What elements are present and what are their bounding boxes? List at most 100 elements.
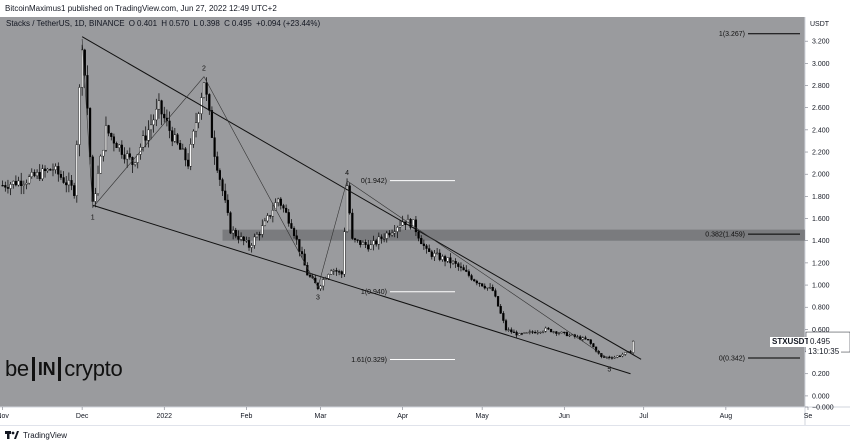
y-tick-label: 0.800 [812, 305, 830, 312]
candle-body [584, 337, 587, 340]
candle-body [327, 274, 330, 279]
candle-body [176, 134, 179, 144]
candle-body [287, 212, 290, 224]
candle-body [155, 108, 158, 121]
x-tick-label: Se [804, 413, 813, 420]
legend-open: 0.401 [137, 19, 158, 28]
candle-body [616, 355, 619, 358]
candle-body [295, 235, 298, 240]
y-tick-label: 1.400 [812, 238, 830, 245]
candle-body [337, 271, 341, 273]
candle-body [232, 229, 235, 234]
candle-body [502, 313, 505, 321]
fib-label-mid: 1(0.940) [361, 289, 387, 296]
candle-body [35, 172, 39, 177]
legend-o-label: O [128, 19, 136, 28]
candle-body [565, 332, 569, 337]
candle-body [54, 166, 57, 170]
candle-body [266, 215, 269, 222]
candle-body [88, 108, 92, 158]
candle-body [571, 334, 574, 336]
candle-body [118, 144, 121, 148]
legend-close: 0.495 [231, 19, 252, 28]
candle-body [398, 225, 402, 228]
candle-body [443, 256, 447, 262]
candle-body [253, 236, 256, 246]
candle-body [73, 185, 76, 196]
candle-body [330, 270, 333, 275]
candle-body [367, 244, 370, 250]
candle-body [261, 225, 264, 235]
candle-body [120, 144, 123, 155]
legend-c-label: C [224, 19, 230, 28]
candle-body [446, 257, 449, 262]
x-tick-label: Aug [720, 413, 733, 420]
candle-body [91, 156, 94, 202]
candle-body [306, 265, 309, 276]
candle-body [239, 236, 243, 240]
candle-body [213, 137, 216, 157]
y-tick-label: 1.800 [812, 194, 830, 201]
candle-body [534, 332, 537, 334]
candle-body [624, 352, 627, 355]
legend-high: 0.570 [169, 19, 190, 28]
y-tick-label: 1.000 [812, 283, 830, 290]
wave-label-3: 3 [316, 294, 320, 301]
candle-body [110, 133, 113, 137]
candle-body [430, 251, 433, 257]
price-chart[interactable]: 1 2 3 4 5 1(3.267) 0.382(1.459) 0(0.342) 0(1.942… [0, 17, 850, 425]
candle-body [173, 134, 176, 142]
candle-body [163, 113, 166, 119]
legend-h-label: H [161, 19, 168, 28]
candle-body [494, 290, 497, 297]
candle-body [221, 179, 224, 192]
candle-body [38, 172, 41, 180]
fib-label-mid: 1.61(0.329) [351, 357, 387, 364]
candle-body [247, 240, 251, 248]
legend-change: +0.094 (+23.44%) [256, 19, 321, 28]
candle-body [224, 190, 227, 201]
candle-body [271, 210, 274, 217]
candle-body [491, 286, 494, 291]
candle-body [351, 212, 354, 239]
candle-body [473, 279, 476, 282]
candle-body [210, 110, 214, 138]
y-tick-label: 1.600 [812, 216, 830, 223]
candle-body [478, 282, 481, 285]
fib-label: 0(0.342) [719, 356, 745, 363]
candle-body [14, 180, 17, 186]
candle-body [433, 253, 436, 257]
candle-body [369, 244, 372, 250]
candle-body [459, 266, 463, 268]
candle-body [197, 113, 200, 123]
candle-body [531, 331, 534, 333]
candle-body [141, 135, 145, 148]
candle-body [250, 245, 253, 248]
y-tick-label: 2.400 [812, 127, 830, 134]
y-tick-label: 2.200 [812, 150, 830, 157]
candle-body [438, 252, 441, 260]
candle-body [536, 332, 539, 334]
candle-body [451, 260, 455, 264]
candle-body [541, 331, 545, 333]
candle-body [608, 356, 611, 358]
candle-body [70, 180, 73, 186]
candle-body [359, 240, 362, 245]
candle-body [245, 240, 248, 242]
candle-body [515, 331, 518, 336]
candle-body [380, 236, 383, 239]
candle-body [568, 334, 571, 337]
y-tick-label: 2.600 [812, 105, 830, 112]
candle-body [375, 240, 378, 245]
candle-body [422, 243, 425, 246]
candle-body [356, 239, 359, 241]
candle-body [1, 185, 4, 187]
candle-body [383, 238, 386, 240]
candle-body [194, 122, 198, 132]
candle-body [86, 75, 89, 109]
candle-body [499, 305, 502, 314]
candle-body [589, 339, 592, 344]
y-tick-label: 2.000 [812, 172, 830, 179]
candle-body [420, 238, 423, 245]
